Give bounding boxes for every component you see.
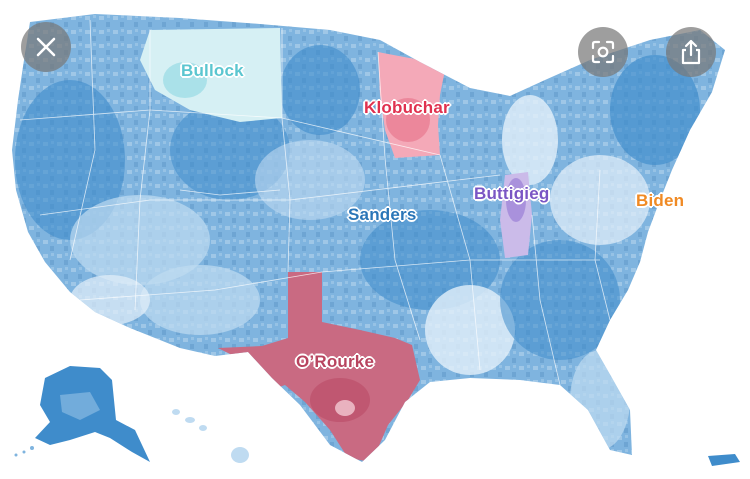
biden-label: Biden — [636, 191, 685, 210]
close-icon — [36, 37, 56, 57]
orourke-label: O’Rourke — [296, 352, 375, 371]
alaska-region — [35, 366, 150, 462]
close-button[interactable] — [21, 22, 71, 72]
share-button[interactable] — [666, 27, 716, 77]
bullock-region — [140, 28, 282, 122]
orourke-region — [218, 272, 420, 462]
sanders-label: Sanders — [348, 205, 417, 224]
puerto-rico-region — [708, 454, 740, 466]
visual-search-icon — [591, 40, 615, 64]
hawaii-region — [172, 409, 249, 463]
buttigieg-label: Buttigieg — [474, 184, 550, 203]
klobuchar-label: Klobuchar — [364, 98, 450, 117]
share-icon — [681, 39, 701, 65]
bullock-label: Bullock — [181, 61, 244, 80]
visual-search-button[interactable] — [578, 27, 628, 77]
